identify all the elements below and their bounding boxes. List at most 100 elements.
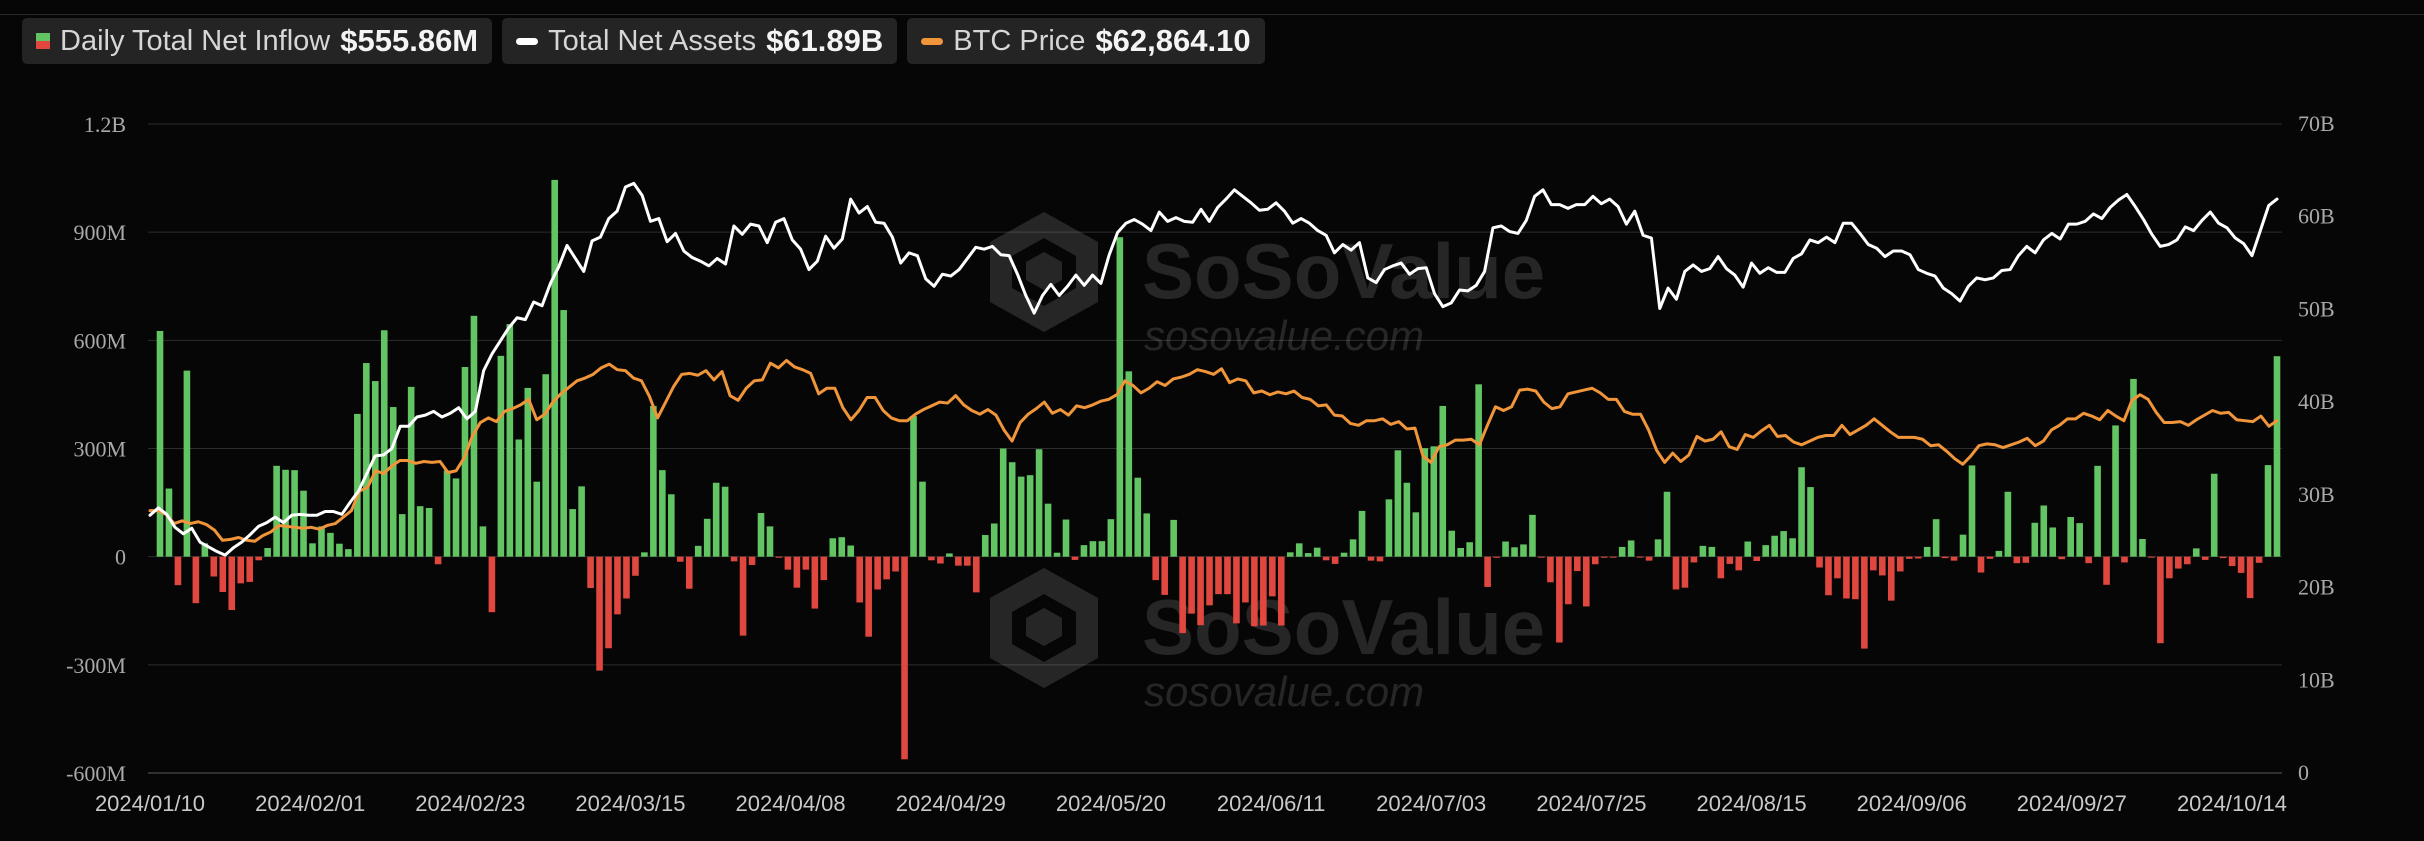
inflow-bar (614, 556, 621, 615)
inflow-bar (165, 488, 173, 557)
left-axis-labels: 1.2B 900M 600M 300M 0 -300M -600M (66, 112, 126, 786)
legend-item-daily-inflow[interactable]: Daily Total Net Inflow $555.86M (22, 18, 493, 64)
x-axis-tick-label: 2024/07/03 (1376, 791, 1486, 816)
inflow-bar (784, 556, 792, 570)
inflow-bar (766, 526, 774, 557)
inflow-bar (363, 363, 370, 557)
inflow-bar (1941, 556, 1949, 559)
inflow-bar (838, 537, 846, 557)
inflow-bar (892, 556, 899, 572)
inflow-bar (345, 549, 352, 557)
x-axis-tick-label: 2024/04/08 (736, 791, 846, 816)
inflow-bar (2228, 556, 2236, 567)
bar-swatch-icon (36, 33, 50, 49)
inflow-bar (2273, 356, 2281, 557)
inflow-bar (2031, 522, 2039, 557)
inflow-bar (2085, 556, 2092, 564)
inflow-bar (883, 556, 890, 580)
inflow-bar (820, 556, 828, 581)
legend-value: $62,864.10 (1095, 23, 1251, 58)
inflow-bar (1852, 556, 1859, 600)
x-axis-tick-label: 2024/07/25 (1536, 791, 1646, 816)
inflow-bar (1286, 552, 1294, 557)
x-axis-tick-label: 2024/08/15 (1696, 791, 1806, 816)
inflow-bar (1295, 543, 1303, 557)
inflow-bar (1188, 556, 1195, 614)
inflow-bar (650, 405, 657, 557)
inflow-bar (425, 507, 433, 557)
left-axis-tick-label: 300M (73, 437, 126, 462)
inflow-bar (488, 556, 496, 613)
inflow-bar (219, 556, 227, 592)
inflow-bar (1636, 556, 1644, 558)
inflow-bar (2255, 556, 2263, 563)
legend-item-net-assets[interactable]: Total Net Assets $61.89B (502, 18, 898, 64)
inflow-bar (1116, 237, 1124, 557)
inflow-bar (1385, 499, 1393, 557)
inflow-bar (578, 486, 585, 557)
inflow-bar (273, 465, 280, 557)
right-axis-tick-label: 60B (2298, 204, 2335, 229)
inflow-bar (685, 556, 693, 589)
inflow-bar (748, 556, 756, 565)
inflow-bar (1089, 541, 1097, 557)
inflow-bar (1242, 556, 1249, 603)
watermark-brand: SoSoValue (1142, 227, 1545, 315)
inflow-bar (1215, 556, 1222, 595)
inflow-bar (2139, 539, 2146, 557)
inflow-bar (1547, 556, 1554, 583)
inflow-bar (2013, 556, 2021, 564)
right-axis-tick-label: 70B (2298, 111, 2335, 136)
inflow-bar (1708, 546, 1716, 557)
inflow-bar (928, 556, 935, 561)
inflow-bar (1493, 556, 1500, 558)
x-axis-tick-label: 2024/03/15 (575, 791, 685, 816)
inflow-bar (560, 310, 567, 557)
inflow-bar (479, 526, 487, 557)
inflow-bar (2058, 556, 2066, 560)
x-axis-labels: 2024/01/10 2024/02/01 2024/02/23 2024/03/15… (95, 791, 2287, 816)
x-axis-tick-label: 2024/05/20 (1056, 791, 1166, 816)
inflow-bar (1574, 556, 1581, 572)
inflow-bar (1825, 556, 1832, 596)
legend-item-btc-price[interactable]: BTC Price $62,864.10 (907, 18, 1265, 64)
inflow-bar (2049, 527, 2057, 557)
inflow-bar (990, 523, 998, 557)
x-axis-tick-label: 2024/10/14 (2177, 791, 2287, 816)
inflow-bar (1609, 556, 1617, 558)
right-axis-tick-label: 50B (2298, 296, 2335, 321)
inflow-bar (1932, 519, 1940, 557)
inflow-bar (1134, 477, 1142, 557)
inflow-bar (1071, 556, 1079, 560)
inflow-bars (156, 179, 2281, 760)
inflow-bar (1780, 531, 1787, 557)
inflow-bar (1627, 540, 1635, 557)
inflow-bar (730, 556, 738, 562)
inflow-bar (874, 556, 881, 590)
inflow-bar (793, 556, 801, 588)
total-net-assets-line (148, 181, 2279, 557)
inflow-bar (1717, 556, 1725, 579)
x-axis-tick-label: 2024/09/27 (2017, 791, 2127, 816)
inflow-bar (1663, 491, 1671, 557)
inflow-bar (721, 486, 729, 557)
left-axis-tick-label: 600M (73, 328, 126, 353)
legend-label: BTC Price (953, 24, 1086, 57)
legend-value: $555.86M (340, 23, 479, 58)
x-axis-tick-label: 2024/01/10 (95, 791, 205, 816)
inflow-bar (542, 374, 550, 557)
series-lines (148, 181, 2279, 557)
inflow-bar (2184, 556, 2191, 565)
inflow-bar (2192, 548, 2200, 557)
inflow-bar (1690, 556, 1698, 563)
inflow-bar (1439, 405, 1447, 557)
inflow-bar (255, 556, 262, 561)
inflow-bar (1538, 556, 1545, 558)
inflow-bar (1277, 556, 1285, 626)
inflow-bar (1861, 556, 1868, 649)
inflow-bar (237, 556, 245, 584)
